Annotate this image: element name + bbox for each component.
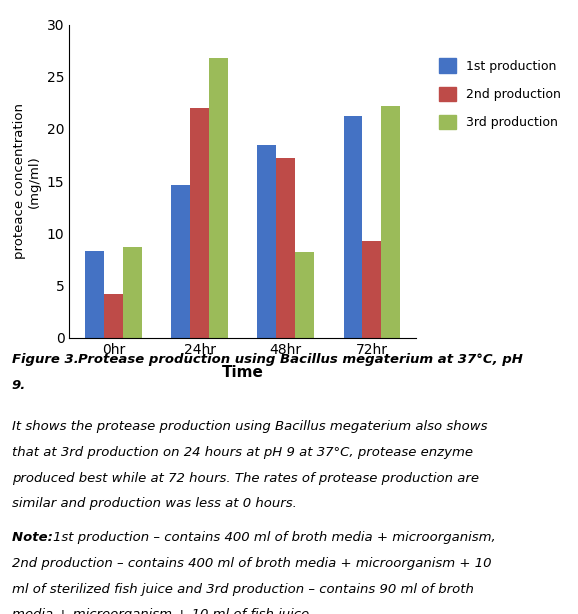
Bar (257, 145, 276, 338)
Bar (276, 158, 295, 338)
Text: produced best while at 72 hours. The rates of protease production are: produced best while at 72 hours. The rat… (12, 472, 479, 484)
Bar (171, 185, 190, 338)
Text: ml of sterilized fish juice and 3rd production – contains 90 ml of broth: ml of sterilized fish juice and 3rd prod… (12, 583, 473, 596)
Y-axis label: proteace concentration
(mg/ml): proteace concentration (mg/ml) (13, 103, 41, 259)
Text: 1st production – contains 400 ml of broth media + microorganism,: 1st production – contains 400 ml of brot… (53, 531, 496, 544)
Bar (190, 108, 209, 338)
X-axis label: Time: Time (222, 365, 264, 380)
Text: that at 3rd production on 24 hours at pH 9 at 37°C, protease enzyme: that at 3rd production on 24 hours at pH… (12, 446, 473, 459)
Bar (123, 247, 142, 338)
Text: 9.: 9. (12, 379, 26, 392)
Text: Note:: Note: (12, 531, 57, 544)
Bar (362, 241, 381, 338)
Bar (381, 106, 401, 338)
Text: media + microorganism + 10 ml of fish juice.: media + microorganism + 10 ml of fish ju… (12, 608, 313, 614)
Bar (85, 251, 104, 338)
Text: similar and production was less at 0 hours.: similar and production was less at 0 hou… (12, 497, 297, 510)
Legend: 1st production, 2nd production, 3rd production: 1st production, 2nd production, 3rd prod… (436, 56, 564, 131)
Bar (343, 117, 362, 338)
Bar (209, 58, 228, 338)
Bar (295, 252, 314, 338)
Text: Protease production using Bacillus megaterium at 37°C, pH: Protease production using Bacillus megat… (78, 353, 523, 366)
Text: Figure 3.: Figure 3. (12, 353, 83, 366)
Text: It shows the protease production using Bacillus megaterium also shows: It shows the protease production using B… (12, 420, 487, 433)
Bar (104, 294, 123, 338)
Text: 2nd production – contains 400 ml of broth media + microorganism + 10: 2nd production – contains 400 ml of brot… (12, 557, 491, 570)
